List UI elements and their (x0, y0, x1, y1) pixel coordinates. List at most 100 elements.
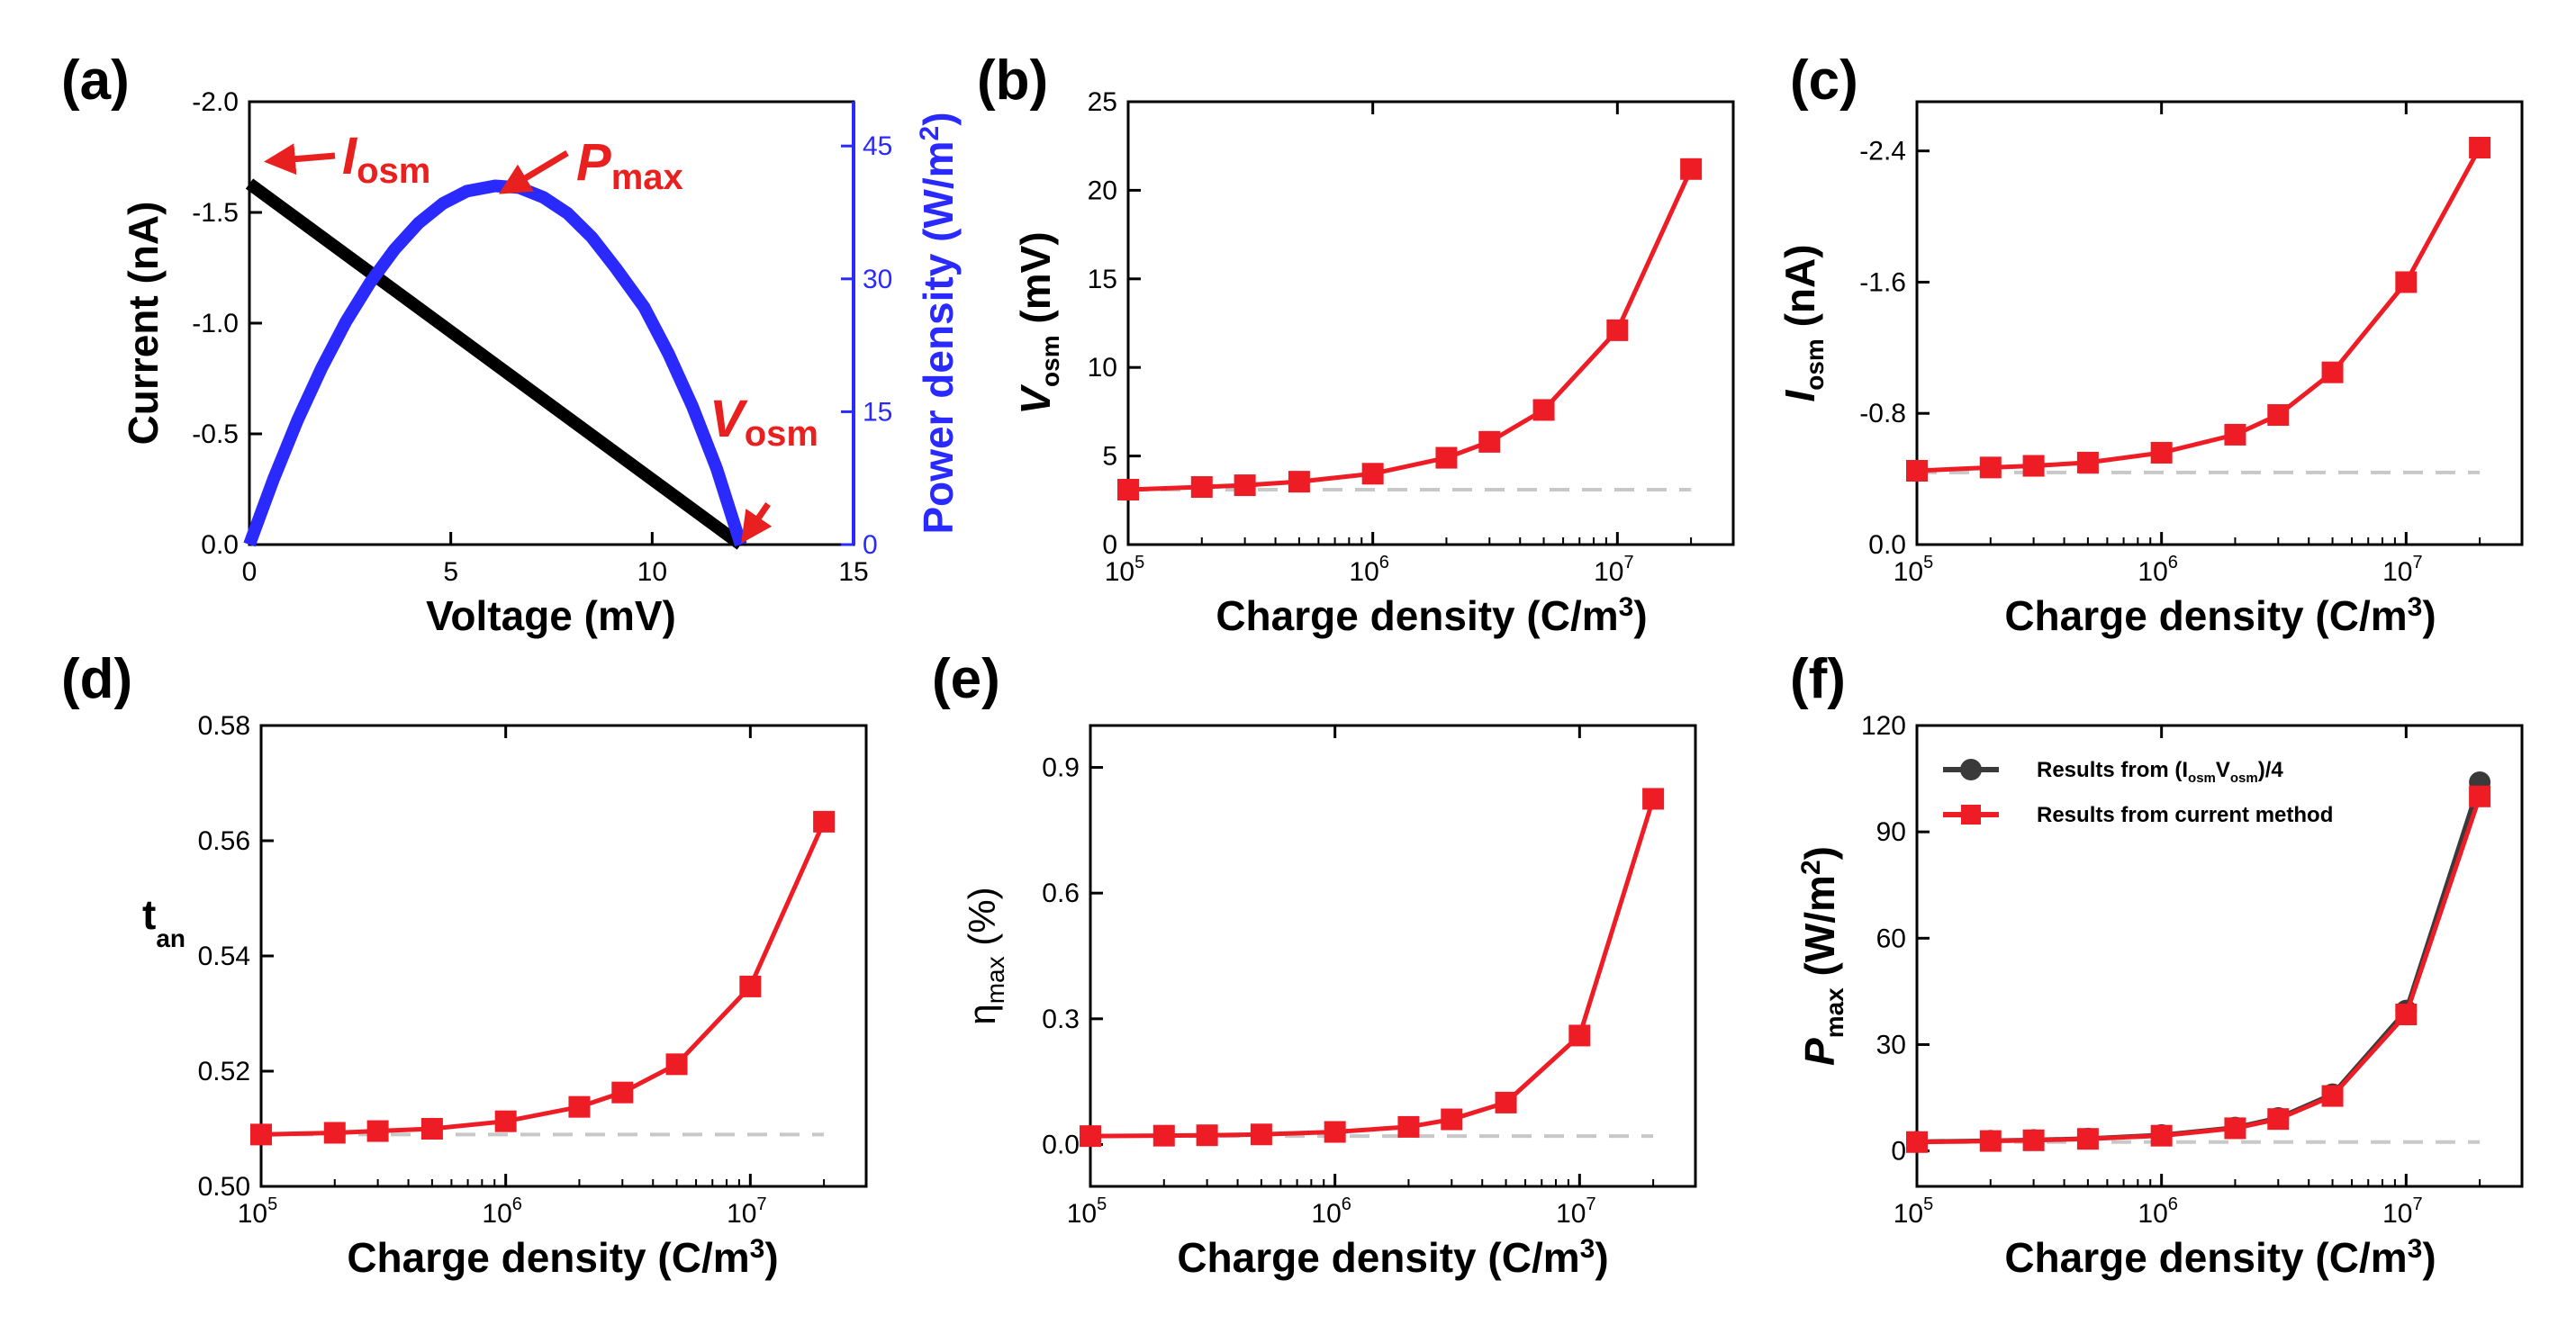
panel-b-xlabel-text: Charge density (C/m (1216, 592, 1618, 639)
panel-d-xtick-label: 107 (727, 1194, 767, 1229)
svg-text:Vosm: Vosm (710, 390, 818, 454)
panel-c-point (1906, 460, 1928, 482)
panel-d-series-line (260, 820, 827, 1137)
panel-d-frame (259, 724, 868, 1188)
panel-a-y2label: Power density (W/m2) (915, 112, 962, 534)
panel-f-ylabel-unit: (W/m (1796, 875, 1843, 987)
panel-d-point (250, 1123, 272, 1146)
panel-f-ytick-label: 0 (1891, 1137, 1906, 1167)
panel-b-point (1117, 478, 1139, 500)
panel-e-letter: (e) (932, 648, 1000, 710)
panel-b-ylabel: Vosm (mV) (1012, 231, 1064, 414)
panel-b: (b) 105 106 107 0 5 10 15 20 25 Charge density (… (977, 50, 1735, 639)
panel-e-point (1250, 1123, 1272, 1146)
panel-e-xtick-label: 105 (1067, 1194, 1107, 1229)
panel-c-ylabel-unit: (nA) (1776, 244, 1823, 338)
panel-c-letter: (c) (1790, 50, 1858, 112)
annotation-v-arrow (741, 502, 773, 544)
panel-d-point (665, 1053, 688, 1076)
panel-e-point (1196, 1124, 1218, 1147)
legend-2-marker (1961, 805, 1981, 825)
panel-c-xtick-label: 106 (2138, 553, 2178, 587)
panel-c-xtick-label: 107 (2382, 553, 2423, 587)
legend-1-mid: V (2216, 758, 2230, 782)
panel-e-xtick-label: 107 (1556, 1194, 1596, 1229)
panel-a-y2label-close: ) (915, 112, 962, 125)
panel-f-xtick-label: 105 (1894, 1194, 1934, 1229)
panel-a-y2tick-label: 15 (863, 397, 892, 427)
panel-d-xlabel-exp: 3 (750, 1234, 765, 1264)
panel-f-point (1979, 1130, 2002, 1152)
panel-b-point (1606, 319, 1629, 341)
panel-c-ytick-label: -0.8 (1859, 399, 1906, 428)
panel-f-point (2076, 1128, 2099, 1150)
panel-d-point (568, 1095, 591, 1118)
panel-b-ylabel-sub: osm (1036, 335, 1064, 387)
panel-a-xtick-label: 0 (242, 557, 258, 587)
legend-2-text: Results from current method (2037, 803, 2333, 827)
panel-f-ylabel: Pmax (W/m2) (1796, 846, 1848, 1066)
panel-e-ytick-label: 0.6 (1042, 879, 1080, 908)
panel-d-ylabel-sub: an (156, 924, 185, 952)
panel-b-ytick-label: 10 (1088, 353, 1117, 383)
panel-f-ytick-label: 30 (1876, 1030, 1906, 1059)
panel-b-ytick-label: 20 (1088, 176, 1117, 205)
panel-a-ytick-label: 0.0 (201, 530, 239, 560)
panel-d-point (420, 1118, 443, 1140)
panel-a-xtick-label: 10 (637, 557, 667, 587)
panel-a-ylabel: Current (nA) (120, 202, 167, 446)
panel-c-ylabel-sub: osm (1801, 338, 1829, 391)
panel-f-ylabel-letter: P (1796, 1038, 1843, 1066)
panel-e-frame (1089, 724, 1697, 1188)
panel-c-point (2022, 455, 2045, 477)
panel-c-point (2267, 404, 2290, 427)
panel-f-legend: Results from (IosmVosm)/4 Results from c… (1943, 758, 2333, 827)
annotation-p-max: Pmax (498, 133, 683, 197)
panel-c-xlabel-exp: 3 (2408, 592, 2423, 622)
panel-f-plot-area (1906, 771, 2491, 1153)
panel-d-point (611, 1081, 634, 1104)
panel-f-point (1906, 1131, 1928, 1153)
panel-a-ytick-label: -2.0 (192, 87, 239, 117)
panel-b-ytick-label: 15 (1088, 265, 1117, 294)
panel-f-xlabel: Charge density (C/m3) (2004, 1234, 2436, 1281)
panel-b-point (1190, 476, 1213, 499)
panel-b-plot-area (1117, 158, 1703, 500)
panel-f-point (2321, 1085, 2344, 1107)
panel-e-ytick-label: 0.0 (1042, 1130, 1080, 1159)
panel-c-point (2076, 451, 2099, 473)
panel-d-xlabel: Charge density (C/m3) (347, 1234, 778, 1281)
panel-c-point (2395, 271, 2418, 293)
panel-f-xlabel-close: ) (2422, 1234, 2436, 1281)
annotation-v-letter: V (710, 390, 748, 448)
panel-e-ylabel-letter: η (961, 1004, 1003, 1024)
panel-a-y2tick-label: 0 (863, 530, 878, 560)
panel-c-xlabel-close: ) (2422, 592, 2436, 639)
panel-c-ytick-label: -2.4 (1859, 137, 1906, 167)
panel-b-ytick-label: 5 (1102, 442, 1117, 472)
panel-b-point (1435, 446, 1458, 469)
panel-a-plot-area (243, 178, 747, 550)
panel-d-ytick-label: 0.56 (198, 826, 250, 856)
panel-f-frame (1915, 724, 2524, 1188)
panel-f-ytick-label: 120 (1861, 711, 1906, 741)
panel-e-point (1642, 788, 1665, 810)
panel-d-point (323, 1122, 346, 1144)
panel-d-ylabel: tan (142, 891, 185, 952)
panel-c-ylabel-letter: I (1776, 390, 1823, 402)
panel-b-ylabel-unit: (mV) (1012, 231, 1059, 335)
panel-c-xlabel-text: Charge density (C/m (2004, 592, 2407, 639)
panel-c-point (2469, 137, 2491, 159)
panel-a-xlabel: Voltage (mV) (426, 592, 676, 639)
annotation-i-osm: Iosm (264, 127, 430, 191)
panel-f-ylabel-exp: 2 (1796, 860, 1826, 875)
panel-b-point (1234, 474, 1256, 497)
panel-b-ytick-label: 25 (1088, 87, 1117, 117)
panel-f-point (2150, 1124, 2173, 1147)
panel-d-xtick-label: 105 (238, 1194, 278, 1229)
panel-b-xlabel-close: ) (1633, 592, 1647, 639)
panel-f-point (2022, 1129, 2045, 1151)
panel-e-point (1397, 1115, 1420, 1138)
